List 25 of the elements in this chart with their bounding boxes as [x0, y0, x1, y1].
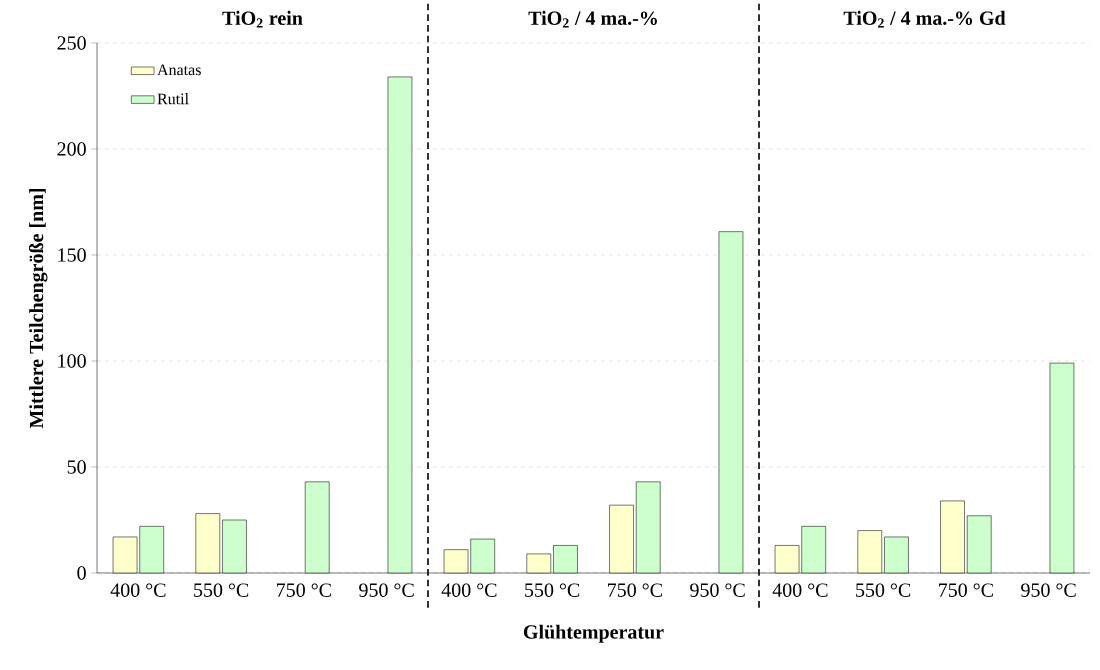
- x-tick-label: 750 °C: [608, 583, 662, 597]
- y-tick-label: 250: [57, 36, 86, 50]
- text: TiO$_{2}$ rein: [222, 10, 303, 28]
- x-tick-label: 750 °C: [277, 583, 331, 597]
- x-tick-label: 550 °C: [525, 583, 580, 597]
- legend-label: Anatas: [157, 64, 201, 76]
- x-tick-label: 950 °C: [690, 583, 745, 597]
- y-axis-title: Mittlere Teilchengröße [nm]: [28, 188, 48, 429]
- y-tick-label: 100: [58, 354, 86, 368]
- x-tick-label: 950 °C: [1021, 583, 1076, 597]
- x-tick-label: 750 °C: [939, 583, 993, 597]
- x-axis-title: Glühtemperatur: [523, 624, 664, 643]
- x-tick-label: 550 °C: [194, 583, 249, 597]
- x-tick-label: 400 °C: [110, 583, 166, 597]
- x-tick-label: 550 °C: [856, 583, 911, 597]
- y-tick-label: 150: [58, 248, 86, 262]
- x-tick-label: 400 °C: [441, 583, 497, 597]
- text: TiO$_{2}$ / 4 ma.-%: [528, 10, 657, 28]
- legend-label: Rutil: [157, 93, 189, 105]
- x-tick-label: 400 °C: [772, 583, 828, 597]
- x-tick-label: 950 °C: [359, 583, 414, 597]
- y-tick-label: 0: [77, 566, 86, 580]
- y-tick-label: 50: [67, 460, 86, 474]
- y-tick-label: 200: [57, 142, 86, 156]
- text: TiO$_{2}$ / 4 ma.-% Gd: [843, 10, 1006, 28]
